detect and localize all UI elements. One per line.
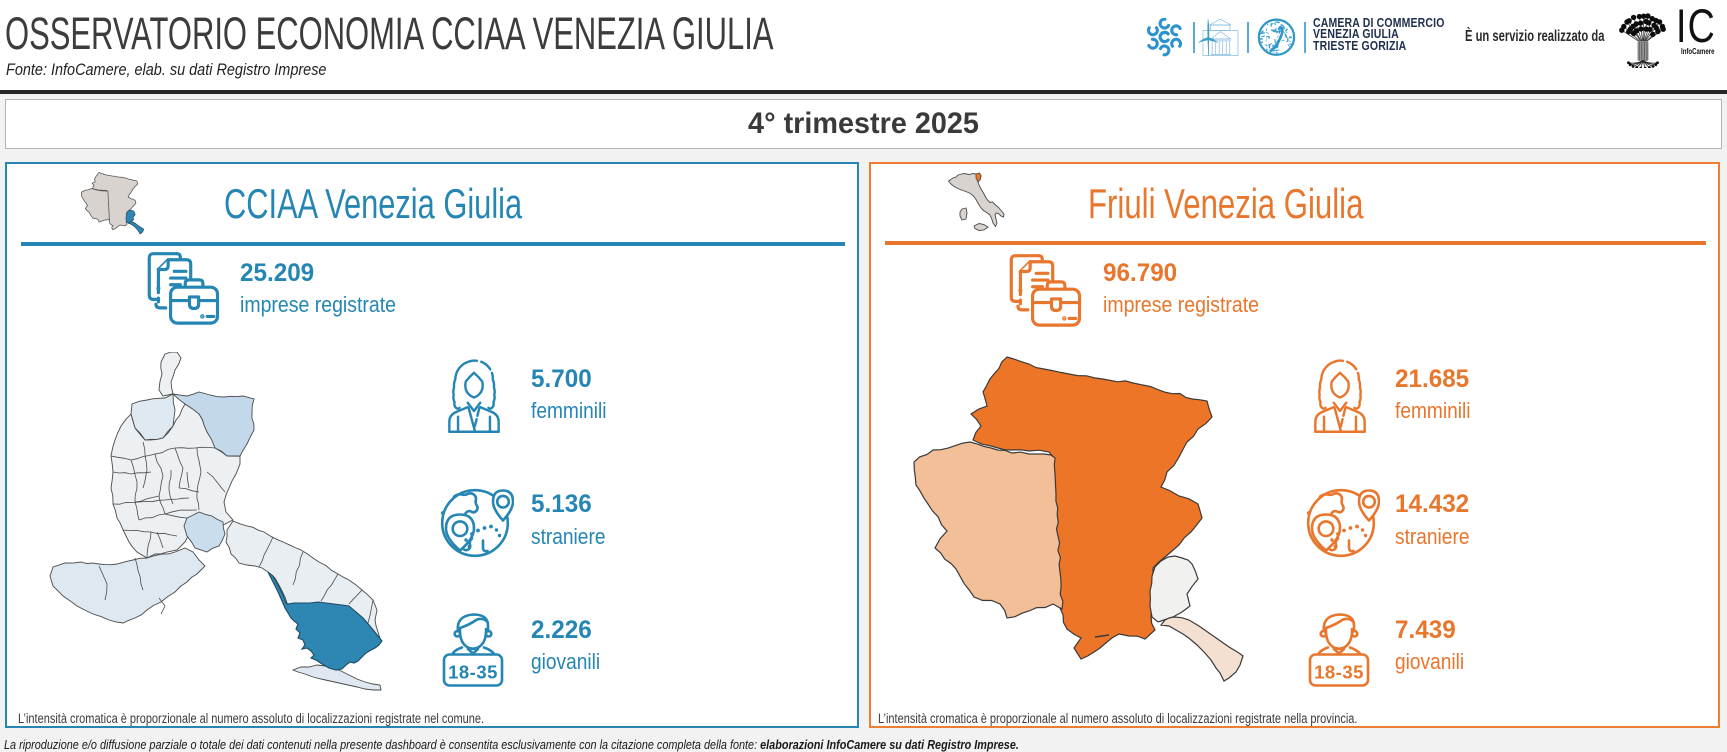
svg-text:18-35: 18-35	[1314, 662, 1364, 683]
svg-text:18-35: 18-35	[448, 662, 498, 683]
